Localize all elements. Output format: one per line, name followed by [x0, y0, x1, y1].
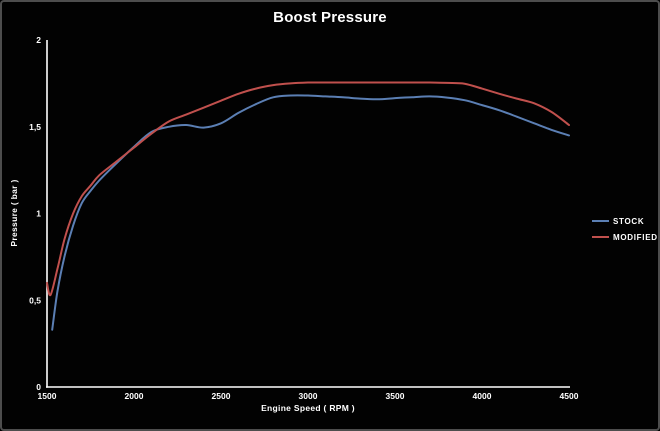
y-tick-label: 1,5: [29, 122, 41, 132]
legend-label-stock: STOCK: [613, 216, 645, 226]
legend: STOCK MODIFIED: [592, 216, 658, 242]
x-tick-label: 3000: [299, 391, 318, 401]
x-tick-label: 3500: [386, 391, 405, 401]
stock-line-swatch: [592, 220, 609, 222]
chart-title: Boost Pressure: [273, 9, 387, 26]
x-tick-label: 4000: [473, 391, 492, 401]
legend-item-stock: STOCK: [592, 216, 658, 226]
y-tick-label: 1: [36, 209, 41, 219]
legend-label-modified: MODIFIED: [613, 232, 658, 242]
x-tick-label: 2000: [125, 391, 144, 401]
x-tick-label: 4500: [560, 391, 579, 401]
x-tick-label: 2500: [212, 391, 231, 401]
x-tick-label: 1500: [38, 391, 57, 401]
modified-line-swatch: [592, 236, 609, 238]
y-tick-label: 0,5: [29, 295, 41, 305]
legend-item-modified: MODIFIED: [592, 232, 658, 242]
y-axis-title: Pressure ( bar ): [9, 179, 19, 247]
series-line-modified: [46, 81, 570, 297]
y-tick-label: 0: [36, 382, 41, 392]
x-axis-title: Engine Speed ( RPM ): [261, 403, 355, 413]
series-line-stock: [51, 94, 570, 331]
y-tick-label: 2: [36, 35, 41, 45]
